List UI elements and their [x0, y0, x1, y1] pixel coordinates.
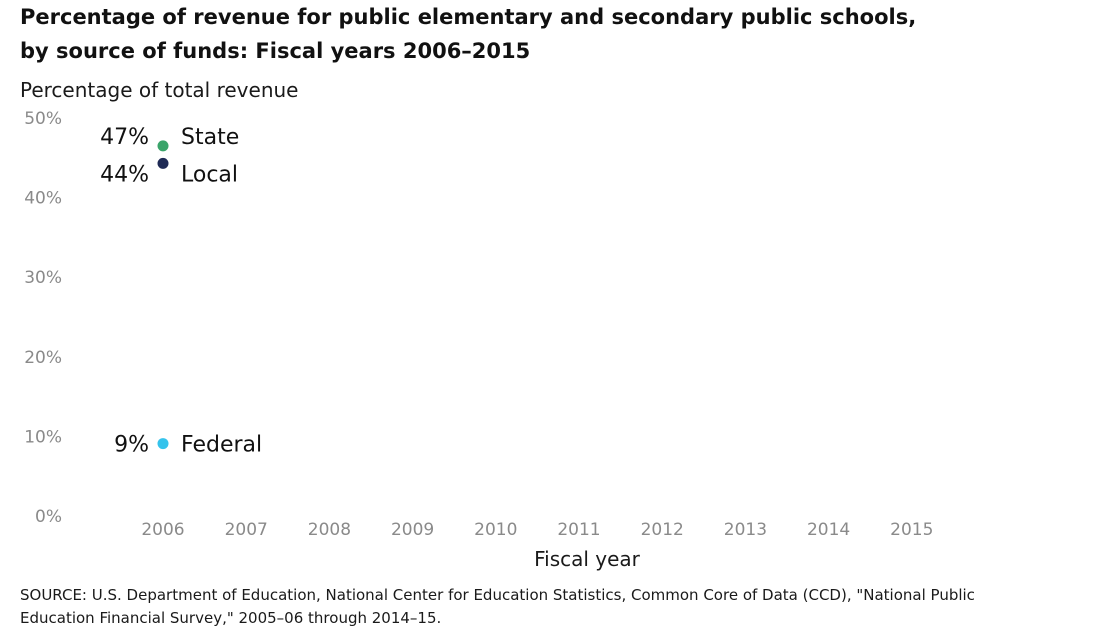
y-tick-label: 50% [24, 109, 62, 129]
data-point-local [157, 157, 169, 169]
series-label-federal: Federal [181, 433, 262, 458]
x-tick-label: 2013 [724, 520, 767, 540]
y-tick-label: 0% [35, 507, 62, 527]
x-tick-label: 2006 [141, 520, 184, 540]
x-tick-label: 2007 [225, 520, 268, 540]
data-label-federal: 9% [114, 433, 149, 458]
x-tick-label: 2014 [807, 520, 850, 540]
y-tick-label: 30% [24, 268, 62, 288]
x-tick-label: 2009 [391, 520, 434, 540]
y-tick-label: 40% [24, 189, 62, 209]
source-line-1: SOURCE: U.S. Department of Education, Na… [20, 586, 975, 604]
data-label-local: 44% [100, 162, 149, 187]
chart-title-line-2: by source of funds: Fiscal years 2006–20… [20, 39, 531, 63]
chart-title-line-1: Percentage of revenue for public element… [20, 5, 917, 29]
x-tick-label: 2008 [308, 520, 351, 540]
source-note: SOURCE: U.S. Department of Education, Na… [20, 584, 1100, 630]
series-label-local: Local [181, 162, 238, 187]
y-tick-label: 10% [24, 427, 62, 447]
x-tick-label: 2011 [557, 520, 600, 540]
source-line-2: Education Financial Survey," 2005–06 thr… [20, 609, 442, 627]
data-point-federal [157, 438, 169, 450]
y-tick-label: 20% [24, 348, 62, 368]
y-axis-title: Percentage of total revenue [20, 78, 299, 102]
x-tick-label: 2015 [890, 520, 933, 540]
chart-title: Percentage of revenue for public element… [20, 0, 1020, 68]
x-tick-label: 2010 [474, 520, 517, 540]
series-label-state: State [181, 125, 239, 150]
data-label-state: 47% [100, 125, 149, 150]
x-tick-label: 2012 [641, 520, 684, 540]
data-point-state [157, 140, 169, 152]
x-axis-title: Fiscal year [534, 547, 641, 571]
